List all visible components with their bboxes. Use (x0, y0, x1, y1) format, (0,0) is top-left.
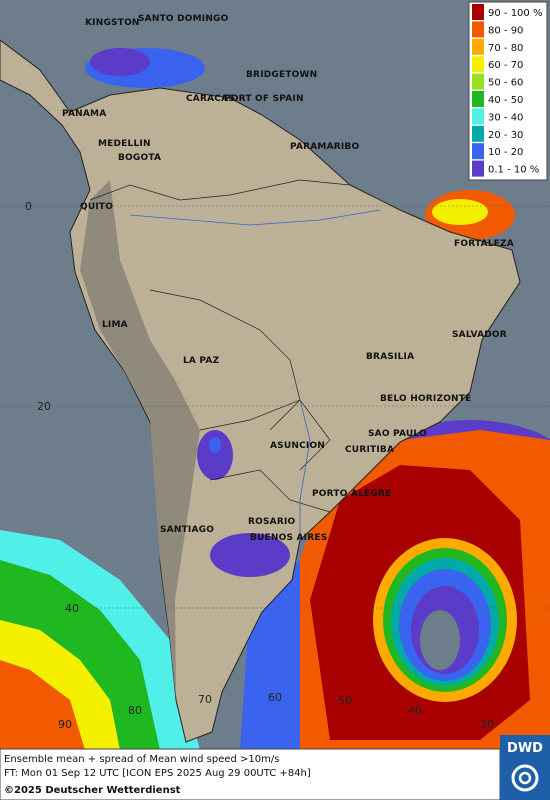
logo-swirl (518, 771, 532, 785)
footer-text: Ensemble mean + spread of Mean wind spee… (4, 754, 279, 765)
city-label: PORTO ALEGRE (312, 489, 391, 499)
legend-swatch (472, 160, 484, 177)
city-label: BRIDGETOWN (246, 70, 317, 80)
legend-label: 70 - 80 (488, 43, 523, 54)
wind-area (210, 533, 290, 577)
footer-copyright: ©2025 Deutscher Wetterdienst (4, 785, 181, 796)
grid-label: 20 (37, 400, 51, 413)
legend-swatch (472, 56, 484, 73)
wind-field (0, 48, 550, 750)
city-label: KINGSTON (85, 18, 140, 28)
land (0, 39, 521, 743)
grid-label: 30 (480, 718, 494, 731)
city-label: ASUNCION (270, 441, 325, 451)
legend-swatch (472, 21, 484, 38)
city-label: SANTO DOMINGO (138, 14, 229, 24)
city-label: FORTALEZA (454, 239, 514, 249)
grid-label: 50 (338, 694, 352, 707)
legend-swatch (472, 108, 484, 125)
grid-label: 80 (128, 704, 142, 717)
city-label: BOGOTA (118, 153, 161, 163)
city-label: BELO HORIZONTE (380, 394, 471, 404)
legend-label: 40 - 50 (488, 95, 523, 106)
wind-area (90, 48, 150, 76)
legend-label: 50 - 60 (488, 78, 523, 89)
logo-text: DWD (507, 741, 543, 756)
legend-label: 10 - 20 (488, 147, 523, 158)
grid-label: 0 (25, 200, 32, 213)
legend-swatch (472, 125, 484, 142)
legend-swatch (472, 91, 484, 107)
wind-area (432, 199, 488, 225)
grid-label: 40 (408, 704, 422, 717)
legend-swatch (472, 73, 484, 90)
grid-label: 70 (198, 693, 212, 706)
legend-label: 90 - 100 % (488, 8, 542, 19)
city-label: BRASILIA (366, 352, 414, 362)
land-wind (197, 430, 290, 577)
city-label: PANAMA (62, 109, 106, 119)
wind-area (197, 430, 233, 480)
city-label: CARACAS (186, 94, 235, 104)
borders (89, 179, 351, 513)
andes (80, 180, 200, 700)
legend-label: 0.1 - 10 % (488, 165, 539, 176)
city-label: ROSARIO (248, 517, 296, 527)
city-label: QUITO (80, 202, 113, 212)
wind-area (0, 660, 85, 750)
grid-label: 60 (268, 691, 282, 704)
city-label: PARAMARIBO (290, 142, 359, 152)
legend-label: 20 - 30 (488, 130, 523, 141)
city-label: LA PAZ (183, 356, 220, 366)
legend-swatch (472, 143, 484, 160)
legend-label: 80 - 90 (488, 25, 523, 36)
legend-label: 30 - 40 (488, 112, 523, 123)
grid-label: 40 (65, 602, 79, 615)
grid-label: 90 (58, 718, 72, 731)
legend-label: 60 - 70 (488, 60, 523, 71)
city-label: PORT OF SPAIN (224, 94, 304, 104)
city-label: SALVADOR (452, 330, 507, 340)
city-label: BUENOS AIRES (250, 533, 327, 543)
city-label: CURITIBA (345, 445, 394, 455)
city-label: LIMA (102, 320, 128, 330)
footer (0, 748, 501, 800)
rivers (129, 209, 381, 540)
logo-swirl (511, 764, 539, 792)
legend-swatch (472, 38, 484, 55)
city-label: MEDELLIN (98, 139, 151, 149)
footer-text: FT: Mon 01 Sep 12 UTC [ICON EPS 2025 Aug… (4, 768, 311, 779)
legend-swatch (472, 4, 484, 20)
city-label: SAO PAULO (368, 429, 427, 439)
city-label: SANTIAGO (160, 525, 214, 535)
wind-area (209, 437, 221, 453)
